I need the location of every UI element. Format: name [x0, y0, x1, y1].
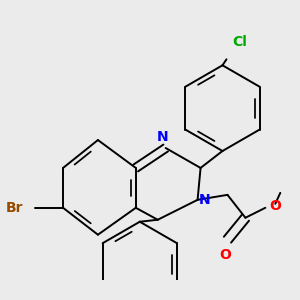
Text: O: O [269, 199, 281, 213]
Text: O: O [220, 248, 231, 262]
Text: N: N [157, 130, 169, 144]
Text: Cl: Cl [232, 35, 247, 50]
Text: Br: Br [6, 201, 23, 215]
Text: N: N [199, 193, 210, 207]
